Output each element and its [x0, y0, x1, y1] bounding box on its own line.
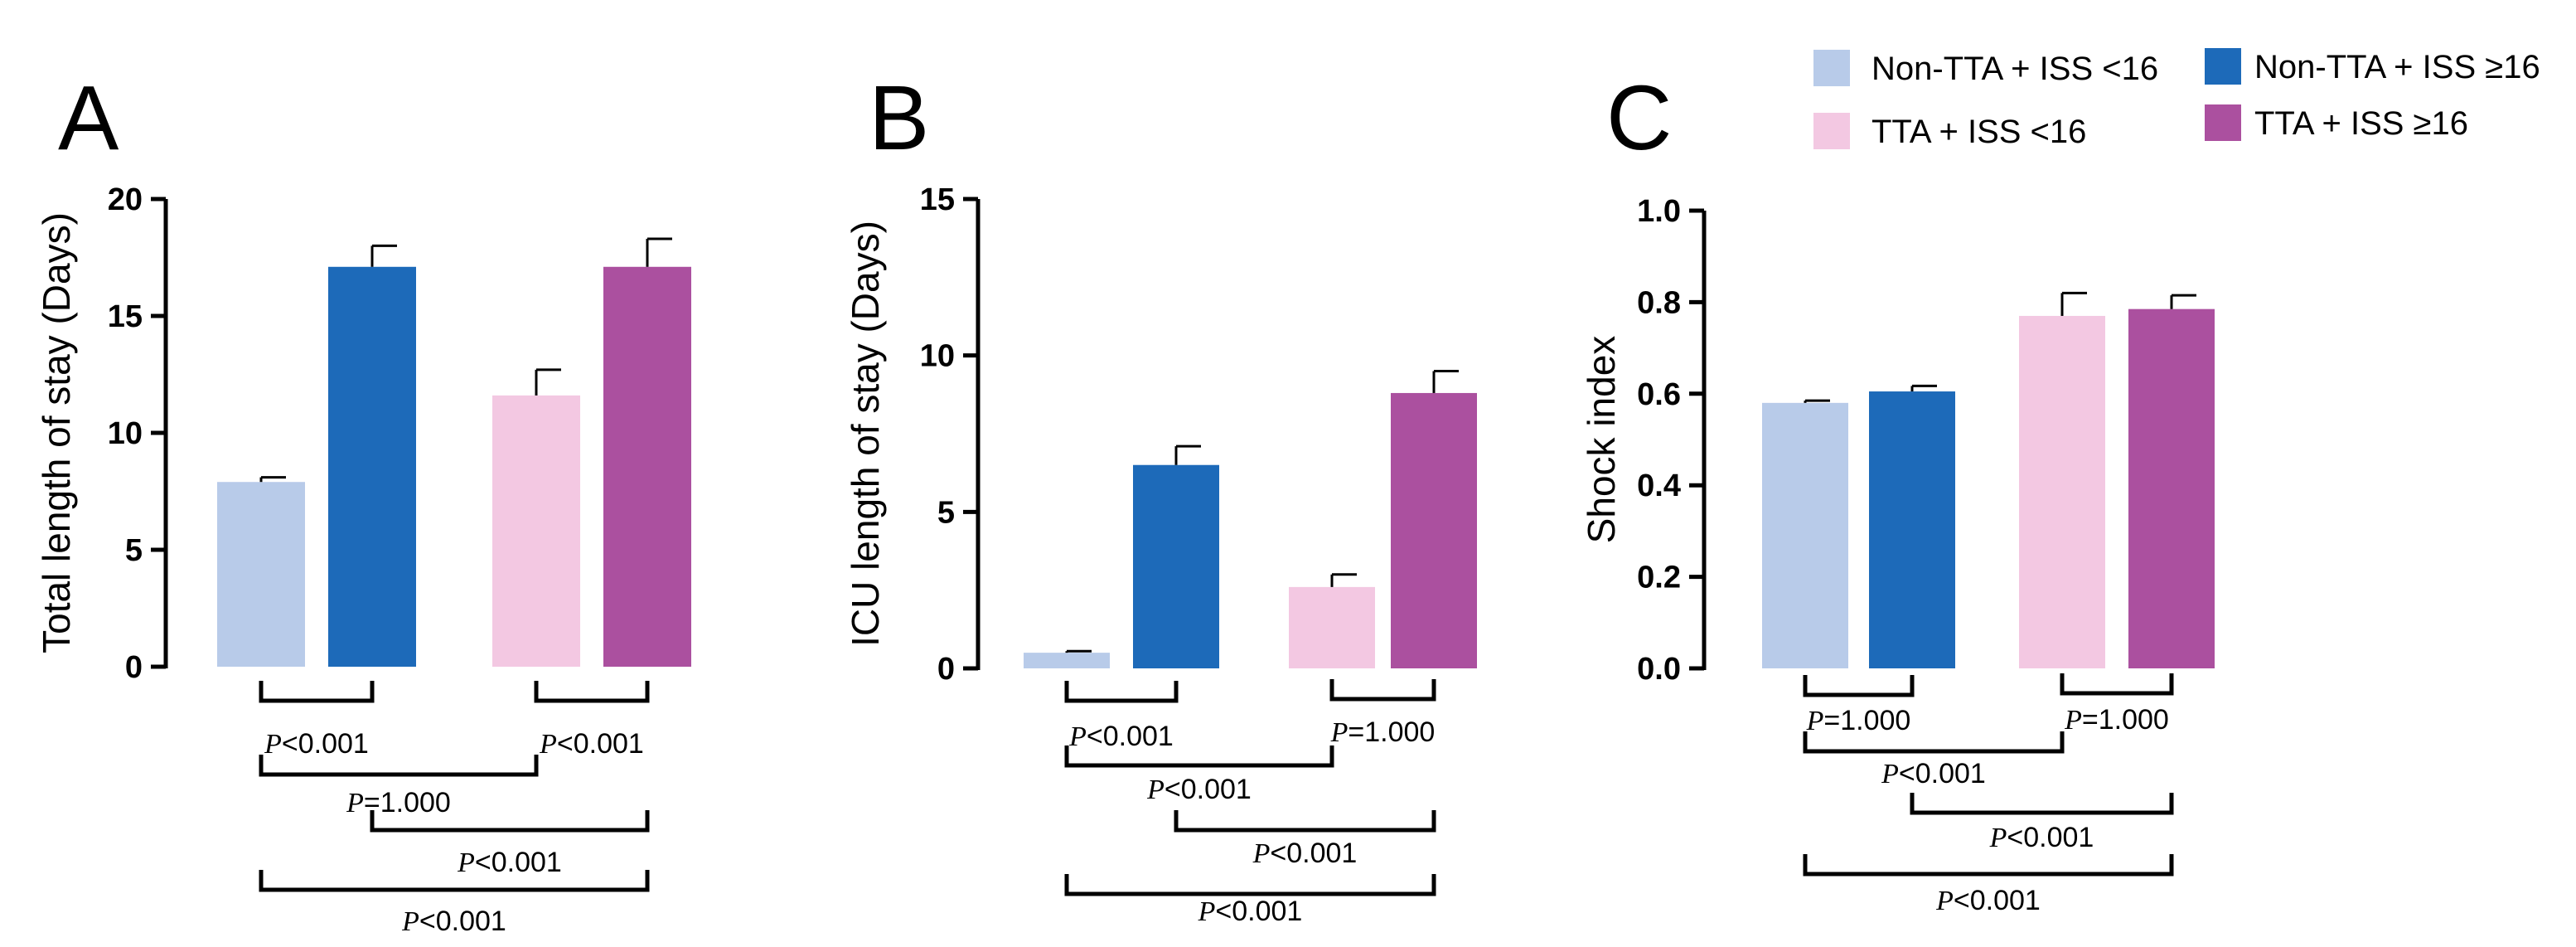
y-tick-label-b: 15	[920, 182, 955, 217]
bar-c-2	[1869, 391, 1955, 668]
y-axis-title-c: Shock index	[1580, 336, 1623, 544]
significance-bracket-b	[1174, 810, 1436, 833]
p-value-label-c: P=1.000	[2064, 704, 2169, 736]
p-value-label-a: P<0.001	[264, 728, 369, 760]
y-tick-label-c: 0.6	[1637, 377, 1681, 412]
bar-c-1	[1762, 402, 1848, 668]
legend-swatch-non-tta-iss-lt16	[1813, 50, 1850, 86]
y-tick-label-c: 0.8	[1637, 285, 1681, 320]
chart-panel-b: 0 5 10 15 ICU length of stay (Days) P<0.001 P=…	[844, 182, 1477, 927]
significance-bracket-c	[1803, 731, 2065, 754]
bar-b-3	[1289, 586, 1375, 668]
p-value-label-a: P<0.001	[401, 906, 506, 937]
y-axis-title-b: ICU length of stay (Days)	[844, 221, 887, 647]
legend-label-tta-iss-lt16: TTA + ISS <16	[1871, 114, 2086, 150]
significance-bracket-b	[1329, 679, 1436, 702]
bar-c-4	[2128, 308, 2215, 668]
significance-bracket-b	[1064, 745, 1334, 768]
p-value-label-c: P=1.000	[1806, 705, 1911, 736]
bar-a-3	[492, 395, 580, 667]
y-tick-label-c: 0.0	[1637, 652, 1681, 687]
legend-swatch-tta-iss-ge16	[2205, 104, 2241, 141]
y-tick-label-b: 10	[920, 339, 955, 374]
significance-bracket-c	[1910, 793, 2174, 815]
p-value-label-b: P<0.001	[1068, 721, 1174, 752]
y-axis-title-a: Total length of stay (Days)	[35, 212, 78, 653]
chart-panel-c: 0.0 0.2 0.4 0.6 0.8 1.0 Shock index P=1.000 P=1.…	[1580, 194, 2215, 916]
bar-b-2	[1133, 464, 1219, 668]
legend-label-tta-iss-ge16: TTA + ISS ≥16	[2254, 105, 2468, 142]
significance-bracket-a	[259, 870, 650, 892]
panel-label-b: B	[869, 67, 929, 169]
p-value-label-a: P<0.001	[457, 847, 562, 878]
bar-c-3	[2019, 315, 2105, 668]
significance-bracket-b	[1064, 681, 1179, 703]
legend-swatch-tta-iss-lt16	[1813, 113, 1850, 149]
y-tick-label-b: 0	[937, 652, 955, 687]
chart-panel-a: 0 5 10 15 20 Total length of stay (Days) P<0.0…	[35, 182, 691, 937]
y-tick-label-a: 10	[108, 416, 143, 451]
bar-b-4	[1391, 392, 1477, 668]
significance-bracket-c	[2060, 673, 2174, 696]
legend-swatch-non-tta-iss-ge16	[2205, 48, 2241, 85]
p-value-label-b: P=1.000	[1330, 716, 1436, 748]
y-tick-label-b: 5	[937, 495, 955, 530]
significance-bracket-b	[1064, 874, 1436, 896]
legend-label-non-tta-iss-lt16: Non-TTA + ISS <16	[1871, 51, 2158, 87]
bar-b-1	[1024, 653, 1110, 668]
p-value-label-b: P<0.001	[1146, 774, 1252, 805]
significance-bracket-a	[259, 755, 539, 777]
p-value-label-b: P<0.001	[1198, 896, 1303, 927]
y-tick-label-a: 15	[108, 299, 143, 334]
panel-label-a: A	[58, 67, 119, 169]
p-value-label-b: P<0.001	[1252, 838, 1358, 869]
bar-a-1	[217, 482, 305, 667]
panel-label-c: C	[1606, 67, 1672, 169]
bar-a-2	[328, 266, 416, 667]
significance-bracket-a	[259, 681, 375, 703]
y-tick-label-c: 0.2	[1637, 561, 1681, 595]
bar-a-4	[603, 266, 691, 667]
p-value-label-a: P<0.001	[539, 728, 644, 760]
p-value-label-c: P<0.001	[1881, 758, 1986, 789]
significance-bracket-a	[534, 681, 650, 703]
y-tick-label-c: 1.0	[1637, 194, 1681, 229]
legend: Non-TTA + ISS <16 TTA + ISS <16 Non-TTA …	[1813, 48, 2540, 150]
y-tick-label-a: 0	[125, 650, 143, 685]
legend-label-non-tta-iss-ge16: Non-TTA + ISS ≥16	[2254, 49, 2540, 85]
significance-bracket-c	[1803, 854, 2174, 877]
significance-bracket-a	[370, 810, 650, 833]
significance-bracket-c	[1803, 675, 1915, 697]
p-value-label-c: P<0.001	[1989, 822, 2094, 853]
y-tick-label-a: 5	[125, 533, 143, 568]
p-value-label-c: P<0.001	[1935, 885, 2041, 916]
y-tick-label-c: 0.4	[1637, 469, 1681, 503]
y-tick-label-a: 20	[108, 182, 143, 217]
p-value-label-a: P=1.000	[346, 787, 451, 818]
